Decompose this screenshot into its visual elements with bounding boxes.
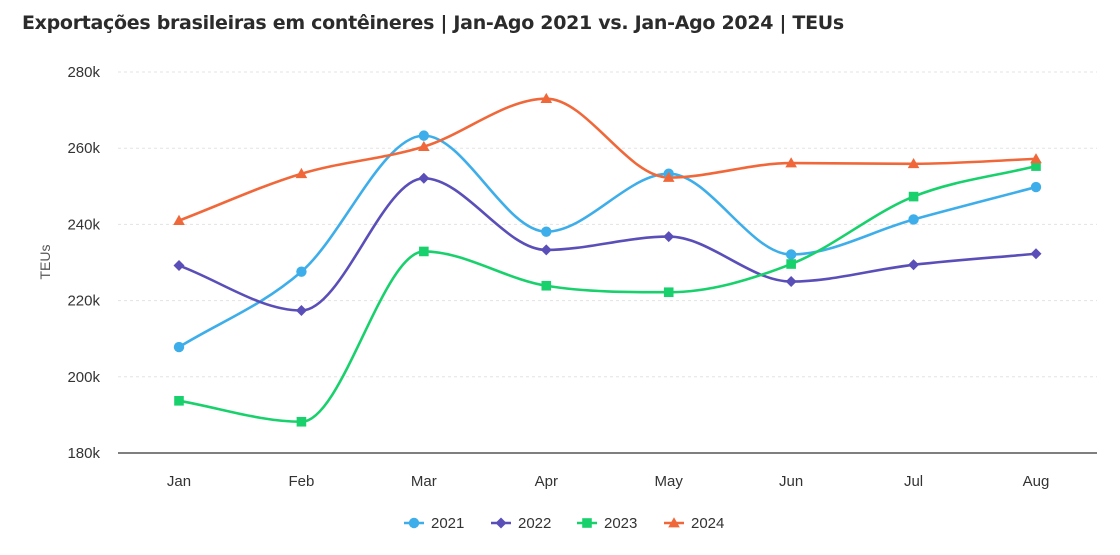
legend-item-2024: 2024: [664, 515, 724, 532]
data-point-2021: [418, 130, 430, 141]
x-tick-label: Mar: [411, 473, 437, 490]
series-line-2024: [178, 97, 1037, 222]
data-point-2023: [786, 259, 796, 269]
gridlines: [118, 71, 1097, 378]
data-point-2023: [296, 416, 307, 427]
data-point-2022: [1030, 248, 1042, 260]
y-tick-label: 260k: [67, 140, 100, 157]
data-point-2023: [541, 280, 552, 291]
legend-item-2022: 2022: [491, 515, 551, 532]
data-point-2024: [1030, 153, 1042, 164]
data-point-2024: [173, 214, 185, 225]
series-markers: [173, 92, 1042, 427]
data-point-2024: [295, 167, 308, 179]
x-tick-label: Jul: [904, 473, 923, 490]
data-point-2021: [785, 249, 797, 260]
legend-item-2023: 2023: [577, 515, 637, 532]
legend-label: 2024: [691, 515, 724, 532]
x-tick-label: Jun: [779, 473, 803, 490]
data-point-2024: [785, 157, 797, 168]
data-point-2022: [785, 276, 797, 288]
data-point-2023: [908, 191, 919, 202]
x-tick-label: Aug: [1023, 473, 1050, 490]
legend-marker: [408, 517, 420, 529]
y-tick-label: 240k: [67, 216, 100, 233]
y-tick-label: 220k: [67, 293, 100, 310]
legend-item-2021: 2021: [404, 515, 464, 532]
x-tick-label: Feb: [288, 473, 314, 490]
data-point-2021: [541, 226, 552, 237]
data-point-2024: [662, 171, 675, 182]
data-point-2022: [908, 259, 920, 271]
data-point-2021: [908, 214, 919, 225]
data-point-2024: [418, 140, 430, 152]
data-point-2022: [663, 231, 675, 243]
y-tick-label: 280k: [67, 64, 100, 81]
axes: 180k 200k 220k 240k 260k 280k Jan Feb Mar Apr May J…: [37, 64, 1097, 490]
x-tick-label: May: [655, 473, 684, 490]
data-point-2021: [296, 266, 307, 277]
data-point-2022: [173, 260, 185, 272]
data-point-2021: [173, 341, 185, 353]
data-point-2023: [1031, 161, 1041, 171]
series-line-2021: [178, 134, 1037, 349]
data-point-2022: [295, 305, 307, 317]
data-point-2024: [540, 92, 553, 104]
legend-label: 2023: [604, 515, 637, 532]
y-tick-label: 200k: [67, 369, 100, 386]
chart-title: Exportações brasileiras em contêineres |…: [22, 12, 844, 34]
y-tick-label: 180k: [67, 445, 100, 462]
series-line-2022: [178, 176, 1037, 312]
data-point-2022: [540, 244, 552, 256]
data-point-2024: [907, 158, 920, 169]
data-point-2023: [174, 396, 184, 406]
legend-marker: [495, 517, 507, 529]
series-line-2023: [178, 164, 1037, 424]
y-axis-title: TEUs: [37, 245, 53, 280]
x-tick-label: Jan: [167, 473, 191, 490]
legend-marker: [668, 517, 680, 528]
data-point-2023: [419, 246, 429, 257]
legend-marker: [582, 518, 592, 528]
legend-label: 2021: [431, 515, 464, 532]
data-point-2021: [1030, 181, 1042, 193]
series-lines: [178, 97, 1037, 424]
x-tick-label: Apr: [535, 473, 558, 490]
data-point-2023: [663, 287, 674, 298]
legend: 2021 2022 2023 2024: [404, 515, 724, 532]
legend-label: 2022: [518, 515, 551, 532]
data-point-2022: [418, 172, 430, 184]
